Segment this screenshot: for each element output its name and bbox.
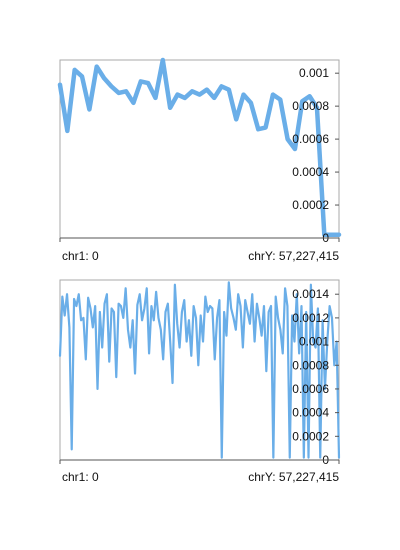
- chart-2-ytick-label-3: 0.0008: [292, 358, 329, 372]
- chart-2-ytick-label-1: 0.0012: [292, 311, 329, 325]
- chart-1-ytick-label-3: 0.0004: [292, 165, 329, 179]
- chart-2-ytick-label-2: 0.001: [299, 335, 329, 349]
- chart-2: 0.0014 0.0012 0.001 0.0008 0.0006 0.0004 0.000…: [60, 280, 339, 484]
- chart-1-ytick-label-4: 0.0002: [292, 198, 329, 212]
- chart-1-ytick-label-1: 0.0008: [292, 99, 329, 113]
- chart-2-ytick-label-0: 0.0014: [292, 287, 329, 301]
- chart-1-ytick-label-2: 0.0006: [292, 132, 329, 146]
- chart-2-ytick-label-5: 0.0004: [292, 406, 329, 420]
- chart-2-ytick-label-4: 0.0006: [292, 382, 329, 396]
- chart-1-x-end-label: chrY: 57,227,415: [248, 249, 339, 263]
- chart-2-x-end-label: chrY: 57,227,415: [248, 470, 339, 484]
- chart-1-x-start-label: chr1: 0: [62, 249, 99, 263]
- chart-2-ytick-label-6: 0.0002: [292, 429, 329, 443]
- chart-1-ytick-label-0: 0.001: [299, 66, 329, 80]
- chart-2-x-start-label: chr1: 0: [62, 470, 99, 484]
